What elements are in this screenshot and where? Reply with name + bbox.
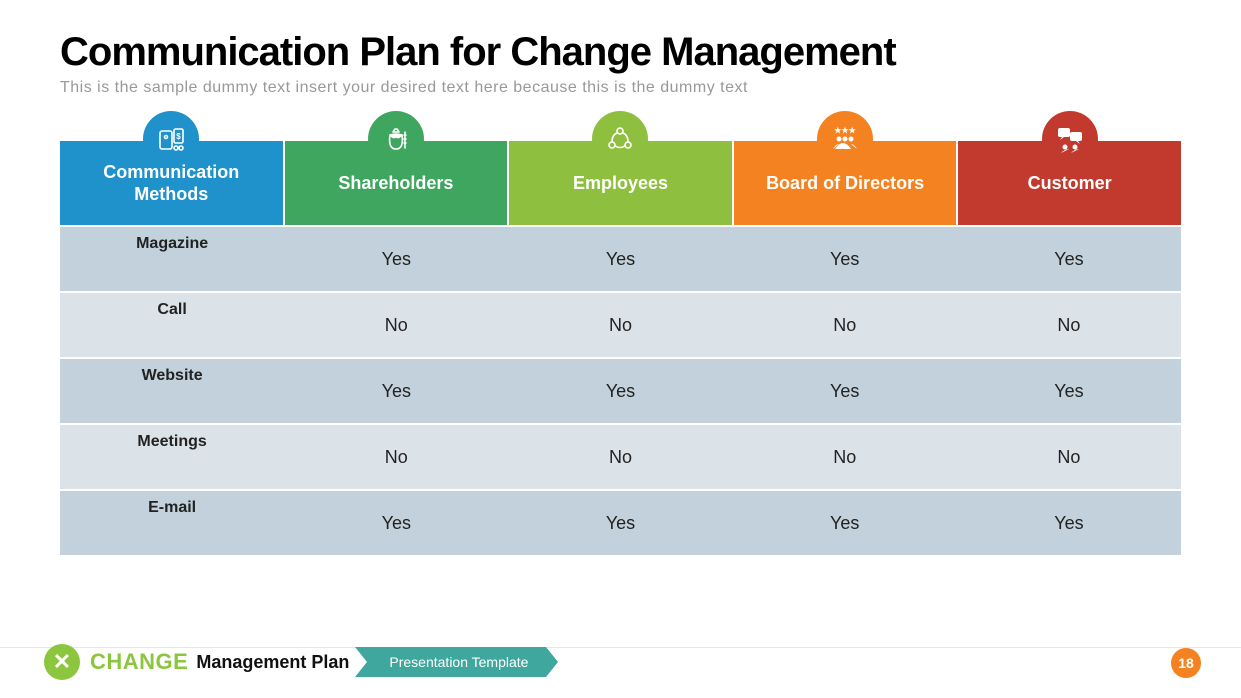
table-row: E-mailYesYesYesYes <box>60 489 1181 555</box>
value-cell: Yes <box>957 359 1181 423</box>
stars-icon: ★★★ <box>817 111 873 167</box>
value-cell: No <box>284 425 508 489</box>
value-cell: Yes <box>284 491 508 555</box>
table-row: CallNoNoNoNo <box>60 291 1181 357</box>
footer-brand: CHANGE <box>90 649 188 675</box>
table-row: MeetingsNoNoNoNo <box>60 423 1181 489</box>
column-header-label: Board of Directors <box>766 172 924 195</box>
svg-text:$: $ <box>177 132 182 141</box>
value-cell: No <box>957 293 1181 357</box>
column-header-4: Customer <box>958 141 1181 225</box>
table-row: MagazineYesYesYesYes <box>60 225 1181 291</box>
page-subtitle: This is the sample dummy text insert you… <box>60 79 1181 97</box>
chat-icon <box>1042 111 1098 167</box>
value-cell: No <box>733 293 957 357</box>
value-cell: Yes <box>733 491 957 555</box>
column-header-label: Communication Methods <box>64 161 279 206</box>
method-cell: Call <box>60 293 284 357</box>
column-header-0: $Communication Methods <box>60 141 283 225</box>
table-row: WebsiteYesYesYesYes <box>60 357 1181 423</box>
column-header-label: Customer <box>1028 172 1112 195</box>
method-cell: Meetings <box>60 425 284 489</box>
svg-text:★★★: ★★★ <box>834 126 856 135</box>
value-cell: Yes <box>284 359 508 423</box>
column-header-2: Employees <box>509 141 732 225</box>
value-cell: No <box>957 425 1181 489</box>
value-cell: No <box>508 425 732 489</box>
page-number-badge: 18 <box>1171 648 1201 678</box>
method-cell: E-mail <box>60 491 284 555</box>
value-cell: Yes <box>733 227 957 291</box>
value-cell: Yes <box>508 227 732 291</box>
value-cell: Yes <box>508 491 732 555</box>
value-cell: No <box>508 293 732 357</box>
value-cell: Yes <box>957 227 1181 291</box>
money-icon: $ <box>143 111 199 167</box>
team-icon <box>592 111 648 167</box>
value-cell: Yes <box>508 359 732 423</box>
column-header-1: $Shareholders <box>285 141 508 225</box>
column-header-3: ★★★Board of Directors <box>734 141 957 225</box>
value-cell: Yes <box>733 359 957 423</box>
brand-logo-icon: ✕ <box>44 644 80 680</box>
column-header-label: Employees <box>573 172 668 195</box>
value-cell: Yes <box>284 227 508 291</box>
column-header-label: Shareholders <box>338 172 453 195</box>
footer-bar: ✕ CHANGE Management Plan Presentation Te… <box>0 642 1241 682</box>
method-cell: Website <box>60 359 284 423</box>
value-cell: Yes <box>957 491 1181 555</box>
bag-icon: $ <box>368 111 424 167</box>
page-title: Communication Plan for Change Management <box>60 30 1181 75</box>
comm-plan-table: $Communication Methods$Shareholders Emplo… <box>60 141 1181 555</box>
svg-text:$: $ <box>393 137 399 148</box>
value-cell: No <box>733 425 957 489</box>
footer-subtitle: Management Plan <box>196 652 349 673</box>
value-cell: No <box>284 293 508 357</box>
footer-ribbon: Presentation Template <box>367 647 546 677</box>
method-cell: Magazine <box>60 227 284 291</box>
